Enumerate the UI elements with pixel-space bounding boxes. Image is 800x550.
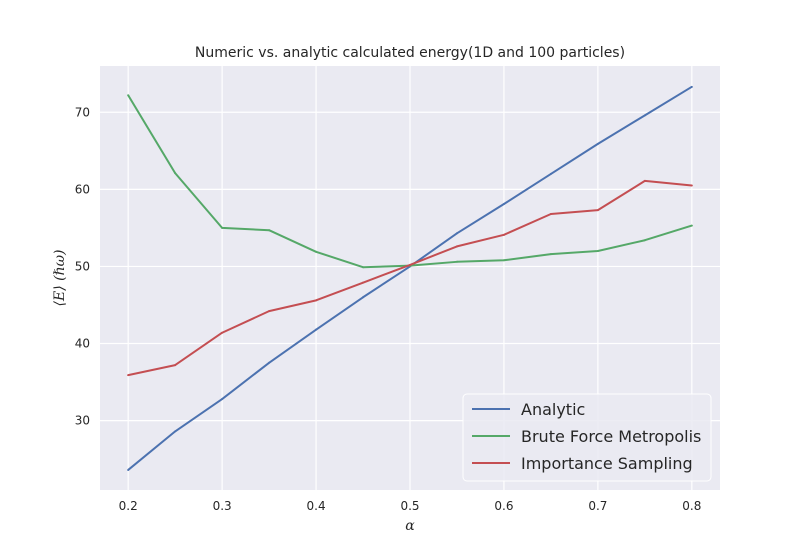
data-point	[221, 226, 224, 229]
data-point	[643, 179, 646, 182]
x-tick-label: 0.7	[588, 499, 607, 513]
data-point	[315, 250, 318, 253]
y-tick-label: 30	[75, 414, 90, 428]
data-point	[502, 233, 505, 236]
data-point	[690, 85, 693, 88]
data-point	[502, 202, 505, 205]
data-point	[549, 172, 552, 175]
data-point	[690, 184, 693, 187]
x-tick-label: 0.8	[682, 499, 701, 513]
data-point	[315, 328, 318, 331]
x-tick-label: 0.5	[400, 499, 419, 513]
series-importance-sampling	[127, 179, 693, 377]
y-tick-label: 60	[75, 182, 90, 196]
data-point	[455, 260, 458, 263]
legend-box	[462, 393, 712, 482]
legend-item: Brute Force Metropolis	[472, 427, 701, 446]
y-axis-label: ⟨E⟩ (ℏω)	[52, 250, 68, 307]
data-point	[127, 468, 130, 471]
data-point	[596, 250, 599, 253]
legend-label: Analytic	[521, 400, 585, 419]
legend: Analytic Brute Force Metropolis Importance…	[462, 393, 712, 482]
data-point	[455, 245, 458, 248]
x-tick-label: 0.4	[307, 499, 326, 513]
data-point	[174, 172, 177, 175]
legend-item: Importance Sampling	[472, 454, 693, 473]
y-axis: 30 40 50 60 70	[75, 105, 90, 427]
data-point	[127, 374, 130, 377]
data-point	[174, 364, 177, 367]
x-tick-label: 0.6	[494, 499, 513, 513]
data-point	[268, 361, 271, 364]
data-point	[643, 239, 646, 242]
data-point	[127, 94, 130, 97]
data-point	[362, 296, 365, 299]
data-point	[596, 142, 599, 145]
data-point	[221, 398, 224, 401]
data-point	[268, 229, 271, 232]
data-point	[362, 266, 365, 269]
data-point	[549, 213, 552, 216]
legend-label: Importance Sampling	[521, 454, 693, 473]
y-tick-label: 40	[75, 337, 90, 351]
legend-label: Brute Force Metropolis	[521, 427, 701, 446]
x-tick-label: 0.2	[119, 499, 138, 513]
series-layer	[127, 85, 693, 471]
data-point	[549, 253, 552, 256]
data-point	[455, 232, 458, 235]
x-axis: 0.2 0.3 0.4 0.5 0.6 0.7 0.8	[119, 499, 702, 513]
chart-title: Numeric vs. analytic calculated energy(1…	[195, 45, 625, 61]
data-point	[362, 281, 365, 284]
data-point	[409, 263, 411, 266]
data-point	[174, 430, 177, 433]
x-tick-label: 0.3	[213, 499, 232, 513]
data-point	[268, 310, 271, 313]
y-tick-label: 70	[75, 105, 90, 119]
data-point	[221, 331, 224, 334]
data-point	[643, 114, 646, 117]
data-point	[315, 299, 318, 302]
x-axis-label: α	[405, 518, 415, 534]
data-point	[690, 224, 693, 227]
data-point	[596, 209, 599, 212]
legend-item: Analytic	[472, 400, 585, 419]
y-tick-label: 50	[75, 259, 90, 273]
data-point	[502, 259, 505, 262]
